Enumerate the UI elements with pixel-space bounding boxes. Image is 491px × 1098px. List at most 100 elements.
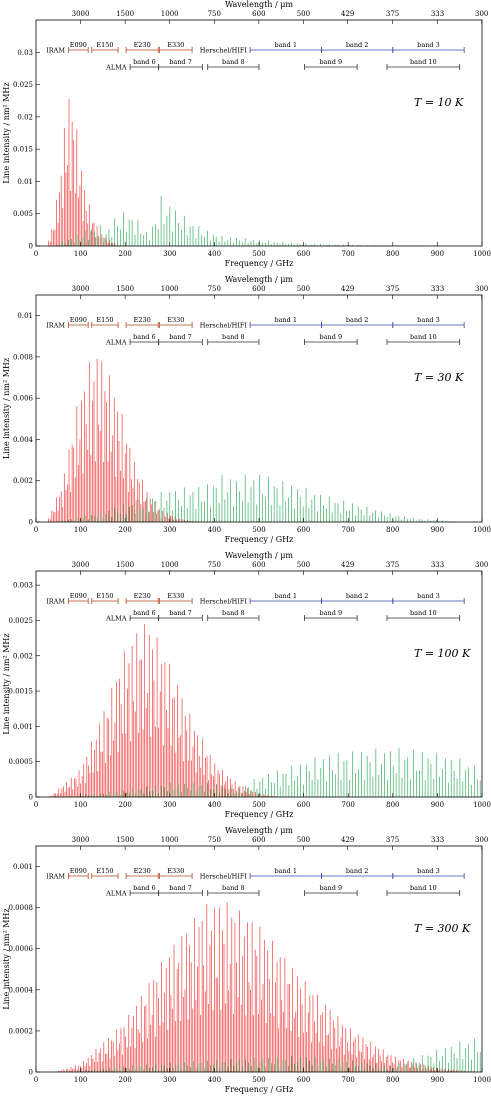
alma-band-label: band 8 <box>222 58 245 66</box>
band-markers: IRAM E090 E150 E230 E330 Herschel/HIFI band 1 b… <box>46 867 465 898</box>
top-tick-label: 500 <box>297 836 310 844</box>
top-tick-label: 333 <box>431 285 444 293</box>
top-tick-label: 375 <box>386 836 399 844</box>
top-tick-label: 600 <box>252 285 265 293</box>
y-axis-title: Line intensity / nm² MHz <box>2 82 11 183</box>
top-axis-title: Wavelength / μm <box>225 275 293 284</box>
hifi-band-label: band 1 <box>274 867 297 875</box>
y-tick-label: 0 <box>29 794 33 802</box>
top-tick-label: 300 <box>475 285 488 293</box>
alma-label: ALMA <box>105 64 127 72</box>
hifi-label: Herschel/HIFI <box>200 47 248 55</box>
hifi-band-label: band 3 <box>417 316 440 324</box>
x-tick-label: 600 <box>297 526 310 534</box>
y-tick-label: 0.0004 <box>9 986 34 994</box>
x-tick-label: 500 <box>252 1076 265 1084</box>
top-tick-label: 429 <box>341 836 354 844</box>
x-tick-label: 600 <box>297 801 310 809</box>
y-tick-label: 0.0002 <box>9 1027 34 1035</box>
x-tick-label: 1000 <box>473 526 491 534</box>
top-tick-label: 1000 <box>161 561 179 569</box>
top-tick-label: 333 <box>431 10 444 18</box>
y-tick-label: 0.0006 <box>9 945 34 953</box>
iram-band-label: E330 <box>167 316 184 324</box>
x-tick-label: 300 <box>163 526 176 534</box>
x-tick-label: 0 <box>34 526 38 534</box>
green-line-series <box>56 195 437 246</box>
chart-panel: 0 100 200 300 400 500 600 700 800 900 1000 0 0.002 0.… <box>2 275 491 544</box>
chart-panel: 0 100 200 300 400 500 600 700 800 900 1000 0 0.0002 0… <box>2 826 491 1094</box>
alma-band-label: band 6 <box>133 609 156 617</box>
y-axis-title: Line intensity / nm² MHz <box>2 908 11 1009</box>
iram-band-label: E090 <box>70 592 87 600</box>
x-tick-label: 100 <box>74 801 87 809</box>
iram-band-label: E330 <box>167 41 184 49</box>
hifi-band-label: band 2 <box>346 41 369 49</box>
x-tick-label: 600 <box>297 1076 310 1084</box>
top-tick-label: 1500 <box>116 836 134 844</box>
x-tick-label: 0 <box>34 250 38 258</box>
x-axis-title: Frequency / GHz <box>225 535 294 544</box>
y-tick-label: 0.015 <box>13 146 33 154</box>
top-tick-label: 750 <box>208 561 221 569</box>
x-tick-label: 900 <box>431 1076 444 1084</box>
hifi-band-label: band 1 <box>274 592 297 600</box>
x-tick-label: 700 <box>342 250 355 258</box>
x-tick-label: 0 <box>34 801 38 809</box>
iram-band-label: E230 <box>134 41 151 49</box>
hifi-label: Herschel/HIFI <box>200 322 248 330</box>
x-tick-label: 200 <box>119 250 132 258</box>
y-tick-label: 0.001 <box>13 723 33 731</box>
alma-band-label: band 10 <box>410 884 437 892</box>
iram-band-label: E230 <box>134 867 151 875</box>
top-tick-label: 300 <box>475 836 488 844</box>
y-tick-label: 0.006 <box>13 395 34 403</box>
x-tick-label: 100 <box>74 526 87 534</box>
y-tick-label: 0.003 <box>13 582 33 590</box>
x-tick-label: 700 <box>342 526 355 534</box>
hifi-band-label: band 3 <box>417 867 440 875</box>
top-tick-label: 3000 <box>72 836 90 844</box>
y-tick-label: 0.03 <box>17 49 33 57</box>
top-tick-label: 750 <box>208 836 221 844</box>
iram-label: IRAM <box>46 322 65 330</box>
y-tick-label: 0.0008 <box>9 904 34 912</box>
x-tick-label: 1000 <box>473 801 491 809</box>
x-tick-label: 700 <box>342 801 355 809</box>
alma-band-label: band 8 <box>222 609 245 617</box>
x-tick-label: 500 <box>252 801 265 809</box>
alma-band-label: band 7 <box>169 58 192 66</box>
iram-band-label: E230 <box>134 592 151 600</box>
alma-band-label: band 9 <box>320 58 343 66</box>
top-tick-label: 500 <box>297 285 310 293</box>
alma-band-label: band 7 <box>169 884 192 892</box>
iram-band-label: E330 <box>167 592 184 600</box>
x-tick-label: 300 <box>163 801 176 809</box>
top-tick-label: 1500 <box>116 561 134 569</box>
hifi-band-label: band 2 <box>346 867 369 875</box>
alma-band-label: band 9 <box>320 884 343 892</box>
red-line-series <box>48 99 124 246</box>
top-tick-label: 600 <box>252 836 265 844</box>
band-markers: IRAM E090 E150 E230 E330 Herschel/HIFI band 1 b… <box>46 592 465 623</box>
alma-band-label: band 7 <box>169 609 192 617</box>
iram-band-label: E090 <box>70 41 87 49</box>
y-tick-label: 0.01 <box>17 312 33 320</box>
hifi-band-label: band 1 <box>274 41 297 49</box>
alma-band-label: band 10 <box>410 58 437 66</box>
hifi-band-label: band 3 <box>417 41 440 49</box>
x-tick-label: 400 <box>208 250 221 258</box>
green-line-series <box>65 1038 481 1072</box>
alma-label: ALMA <box>105 890 127 898</box>
alma-band-label: band 10 <box>410 609 437 617</box>
iram-band-label: E150 <box>96 592 113 600</box>
x-axis-title: Frequency / GHz <box>225 1085 294 1094</box>
hifi-label: Herschel/HIFI <box>200 598 248 606</box>
top-tick-label: 300 <box>475 561 488 569</box>
top-tick-label: 375 <box>386 10 399 18</box>
chart-panel: 0 100 200 300 400 500 600 700 800 900 1000 0 0.0005 0… <box>2 551 491 819</box>
x-tick-label: 800 <box>386 250 399 258</box>
x-tick-label: 400 <box>208 526 221 534</box>
iram-band-label: E090 <box>70 867 87 875</box>
